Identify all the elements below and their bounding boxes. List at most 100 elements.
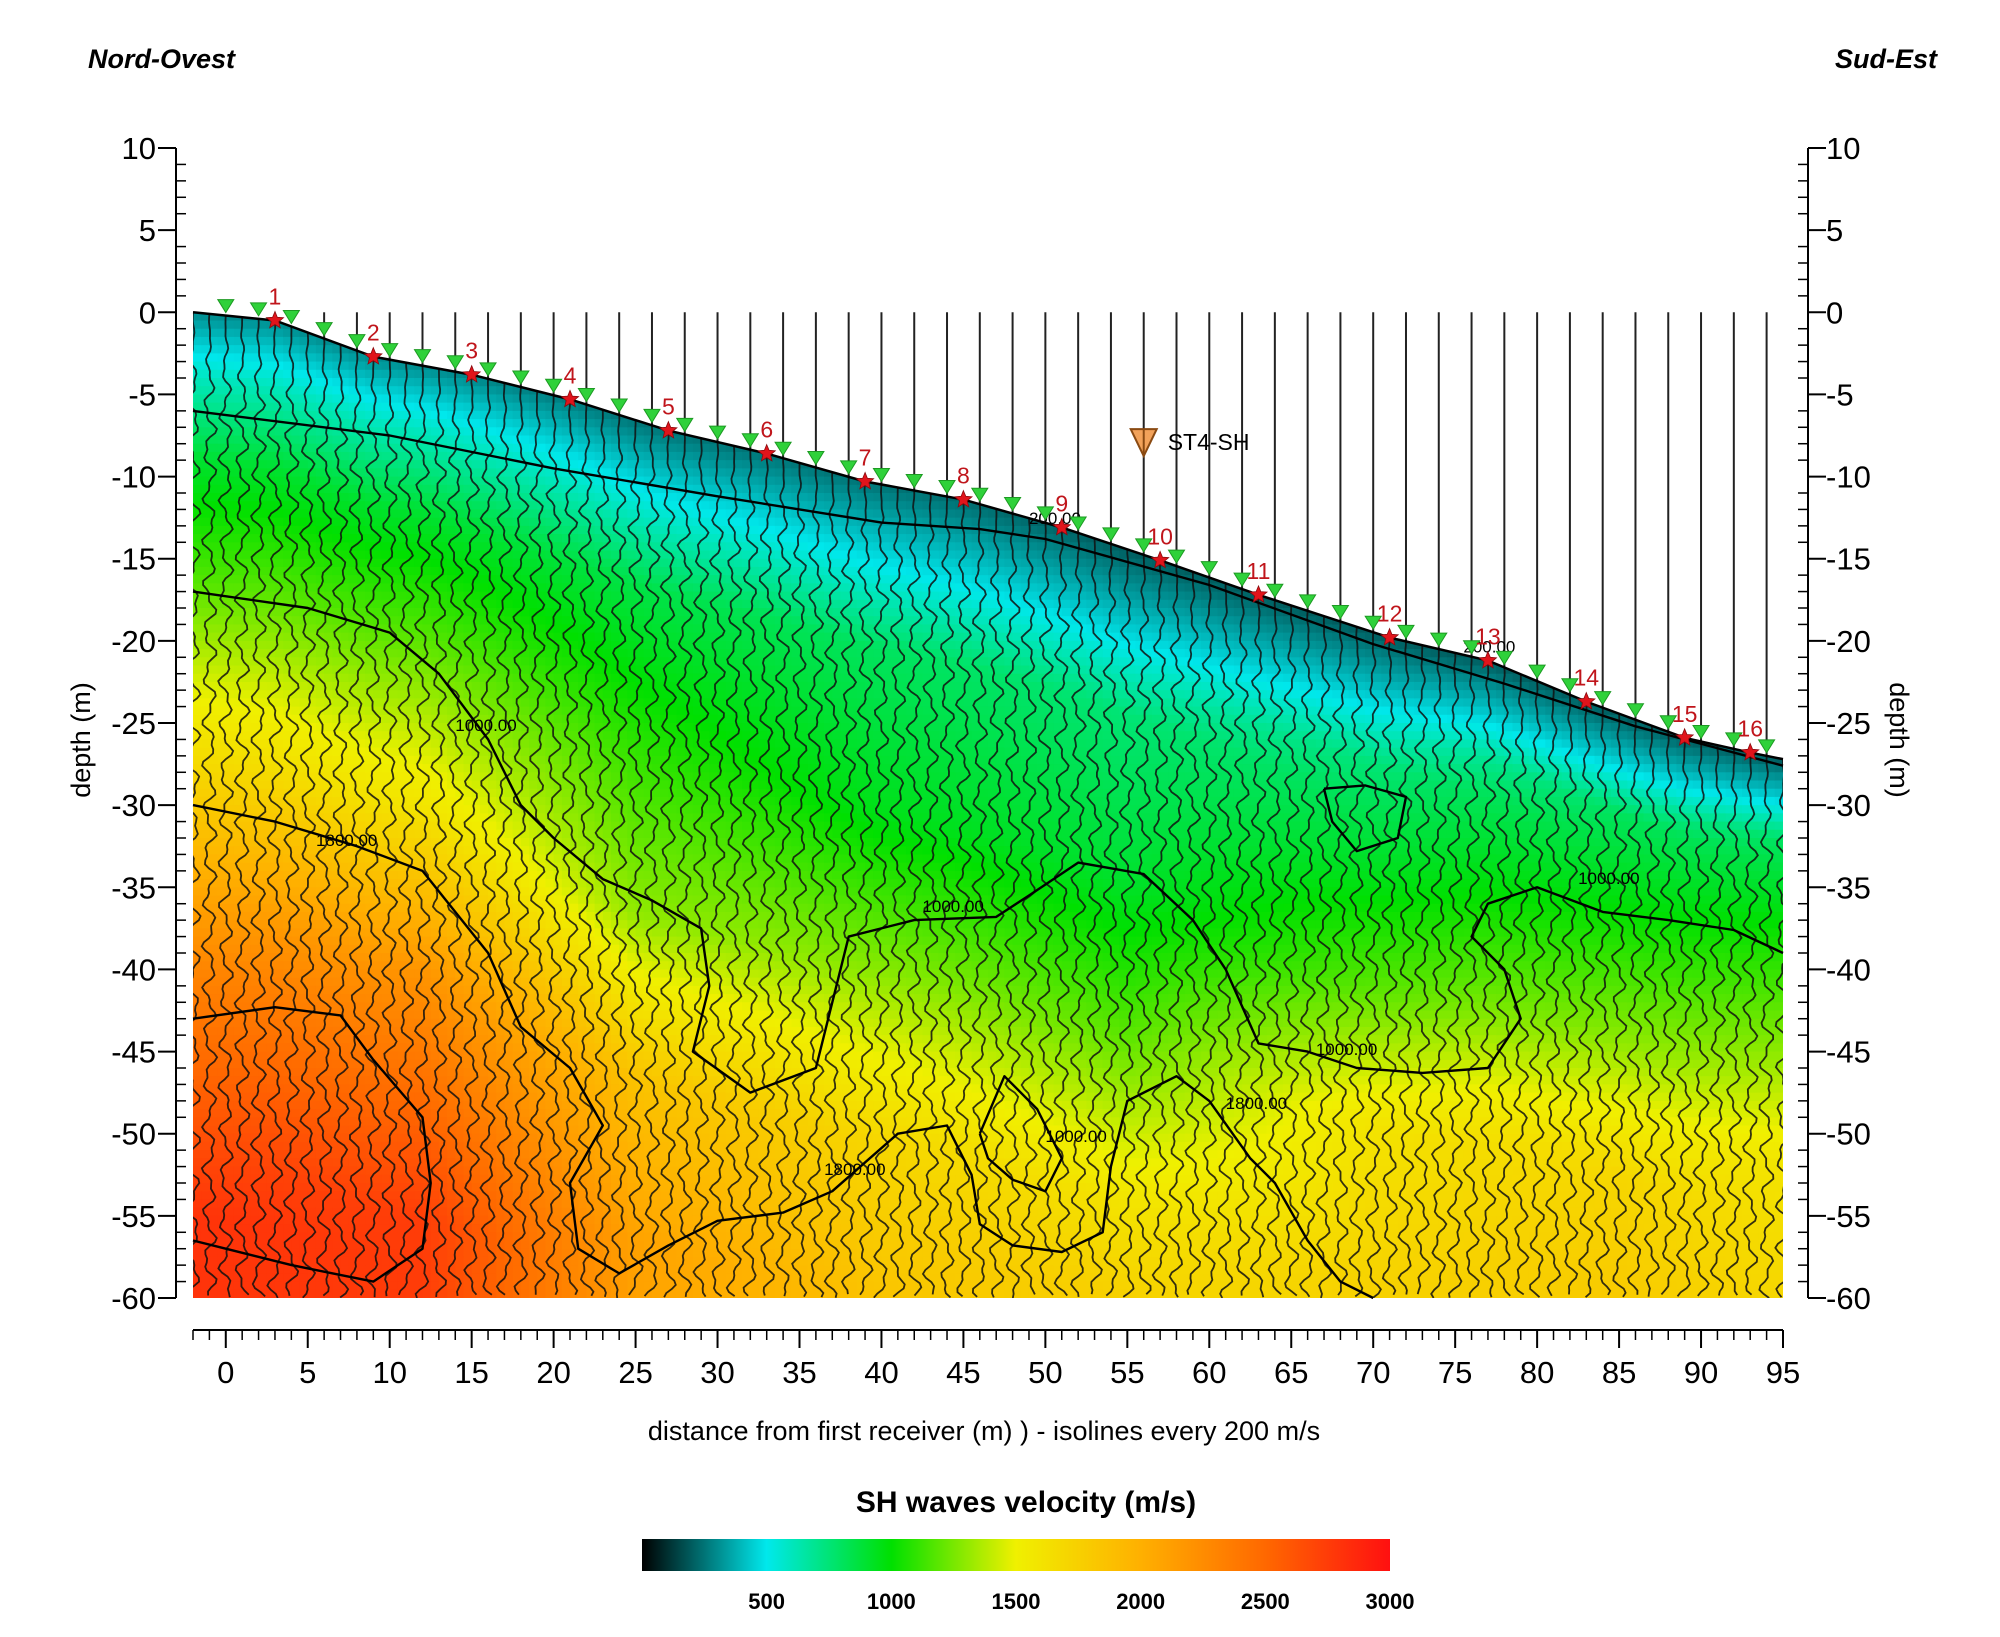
- field-cell: [283, 1035, 292, 1044]
- field-cell: [512, 780, 522, 790]
- field-cell: [307, 336, 317, 346]
- field-cell: [340, 723, 350, 732]
- field-cell: [365, 1273, 374, 1283]
- field-cell: [520, 1109, 530, 1118]
- field-cell: [463, 649, 473, 658]
- field-cell: [463, 862, 473, 872]
- field-cell: [356, 493, 366, 502]
- field-cell: [488, 435, 497, 445]
- field-cell: [299, 558, 309, 568]
- field-cell: [365, 838, 374, 847]
- field-cell: [512, 788, 522, 798]
- field-cell: [201, 821, 210, 831]
- field-cell: [291, 977, 301, 987]
- field-cell: [422, 747, 432, 757]
- field-cell: [283, 443, 292, 453]
- field-cell: [430, 649, 440, 658]
- field-cell: [209, 1248, 219, 1258]
- field-cell: [381, 879, 391, 888]
- field-cell: [414, 1215, 424, 1225]
- field-cell: [479, 501, 489, 511]
- field-cell: [274, 879, 284, 888]
- field-cell: [430, 1059, 440, 1069]
- field-cell: [324, 1273, 333, 1283]
- field-cell: [209, 296, 218, 305]
- field-cell: [299, 1248, 309, 1258]
- field-cell: [324, 961, 333, 971]
- field-cell: [430, 1281, 440, 1291]
- field-cell: [422, 566, 432, 576]
- field-cell: [356, 739, 366, 749]
- field-cell: [332, 829, 342, 839]
- field-cell: [324, 673, 333, 683]
- field-cell: [479, 985, 489, 995]
- field-cell: [274, 1158, 284, 1168]
- field-cell: [283, 460, 292, 469]
- field-cell: [250, 780, 260, 790]
- field-cell: [242, 928, 251, 938]
- field-cell: [504, 821, 514, 831]
- field-cell: [438, 1215, 448, 1225]
- field-cell: [479, 493, 489, 502]
- field-cell: [315, 681, 325, 691]
- field-cell: [193, 706, 202, 716]
- field-cell: [225, 1084, 235, 1094]
- field-cell: [389, 550, 399, 560]
- field-cell: [283, 378, 292, 387]
- field-cell: [217, 977, 227, 987]
- field-cell: [258, 723, 268, 732]
- field-cell: [471, 591, 481, 601]
- field-cell: [283, 1084, 292, 1094]
- field-cell: [356, 1191, 366, 1201]
- field-cell: [217, 1018, 227, 1028]
- field-cell: [225, 673, 235, 683]
- field-cell: [447, 879, 456, 888]
- field-cell: [242, 558, 251, 568]
- field-cell: [233, 1166, 243, 1176]
- field-cell: [356, 747, 366, 757]
- field-cell: [414, 821, 424, 831]
- field-cell: [242, 484, 251, 494]
- field-cell: [512, 575, 522, 584]
- field-cell: [414, 961, 424, 971]
- field-cell: [537, 550, 547, 560]
- field-cell: [299, 583, 309, 593]
- field-cell: [348, 961, 358, 971]
- field-cell: [529, 575, 538, 584]
- field-cell: [340, 345, 350, 354]
- field-cell: [512, 854, 522, 864]
- field-cell: [479, 821, 489, 831]
- field-cell: [283, 369, 292, 379]
- field-cell: [283, 1240, 292, 1250]
- field-cell: [348, 1166, 358, 1176]
- field-cell: [479, 378, 489, 387]
- field-cell: [274, 427, 284, 437]
- field-cell: [447, 402, 456, 412]
- field-cell: [422, 558, 432, 568]
- field-cell: [291, 838, 301, 847]
- field-cell: [397, 640, 407, 650]
- field-cell: [315, 887, 325, 897]
- field-cell: [340, 525, 350, 535]
- field-cell: [504, 936, 514, 946]
- field-cell: [356, 1166, 366, 1176]
- field-cell: [356, 665, 366, 675]
- field-cell: [496, 525, 506, 535]
- field-cell: [340, 550, 350, 560]
- field-cell: [209, 599, 219, 609]
- field-cell: [340, 944, 350, 954]
- field-cell: [242, 953, 251, 962]
- field-cell: [529, 1207, 538, 1217]
- field-cell: [471, 821, 481, 831]
- field-cell: [356, 1076, 366, 1086]
- field-cell: [332, 813, 342, 823]
- field-cell: [381, 583, 391, 593]
- field-cell: [479, 1084, 489, 1094]
- field-cell: [463, 575, 473, 584]
- field-cell: [488, 1289, 497, 1298]
- field-cell: [438, 1018, 448, 1028]
- field-cell: [381, 747, 391, 757]
- field-cell: [447, 755, 456, 765]
- field-cell: [447, 1158, 456, 1168]
- field-cell: [512, 1273, 522, 1283]
